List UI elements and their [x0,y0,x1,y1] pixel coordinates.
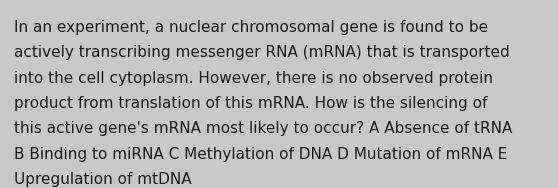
Text: product from translation of this mRNA. How is the silencing of: product from translation of this mRNA. H… [14,96,487,111]
Text: this active gene's mRNA most likely to occur? A Absence of tRNA: this active gene's mRNA most likely to o… [14,121,512,136]
Text: B Binding to miRNA C Methylation of DNA D Mutation of mRNA E: B Binding to miRNA C Methylation of DNA … [14,147,507,162]
Text: Upregulation of mtDNA: Upregulation of mtDNA [14,172,191,187]
Text: into the cell cytoplasm. However, there is no observed protein: into the cell cytoplasm. However, there … [14,70,493,86]
Text: actively transcribing messenger RNA (mRNA) that is transported: actively transcribing messenger RNA (mRN… [14,45,509,60]
Text: In an experiment, a nuclear chromosomal gene is found to be: In an experiment, a nuclear chromosomal … [14,20,488,35]
